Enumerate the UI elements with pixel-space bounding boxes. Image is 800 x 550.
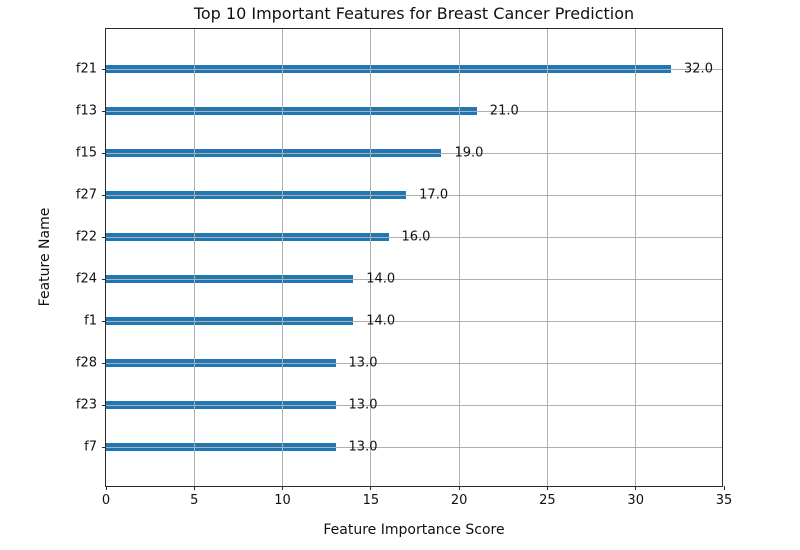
bar-value-label: 13.0 xyxy=(348,397,378,413)
gridline-horizontal xyxy=(106,405,722,406)
gridline-vertical xyxy=(458,29,460,486)
gridline-horizontal xyxy=(106,279,722,280)
y-tick-mark xyxy=(102,447,106,448)
gridline-horizontal xyxy=(106,69,722,70)
bar-value-label: 19.0 xyxy=(454,145,484,161)
x-tick-mark xyxy=(370,486,372,490)
gridline-horizontal xyxy=(106,237,722,238)
gridline-vertical xyxy=(370,29,372,486)
y-tick-label: f13 xyxy=(75,103,97,119)
bar-value-label: 21.0 xyxy=(489,103,519,119)
y-tick-label: f1 xyxy=(84,313,97,329)
gridline-horizontal xyxy=(106,111,722,112)
bar-value-label: 17.0 xyxy=(419,187,449,203)
gridline-horizontal xyxy=(106,363,722,364)
y-tick-label: f7 xyxy=(84,439,97,455)
x-tick-label: 20 xyxy=(450,493,468,508)
x-tick-mark xyxy=(458,486,460,490)
y-tick-mark xyxy=(102,363,106,364)
gridline-horizontal xyxy=(106,153,722,154)
x-tick-mark xyxy=(723,486,725,490)
gridline-horizontal xyxy=(106,321,722,322)
x-axis-label: Feature Importance Score xyxy=(323,522,505,538)
x-tick-label: 15 xyxy=(362,493,380,508)
y-tick-mark xyxy=(102,111,106,112)
x-tick-mark xyxy=(105,486,107,490)
x-tick-label: 10 xyxy=(274,493,291,508)
x-tick-label: 0 xyxy=(101,493,111,508)
y-tick-label: f28 xyxy=(75,355,97,371)
x-tick-label: 35 xyxy=(715,493,733,508)
y-tick-label: f15 xyxy=(75,145,97,161)
bar-value-label: 14.0 xyxy=(366,271,396,287)
bar-value-label: 14.0 xyxy=(366,313,396,329)
y-tick-mark xyxy=(102,69,106,70)
y-tick-mark xyxy=(102,195,106,196)
gridline-vertical xyxy=(193,29,195,486)
gridline-vertical xyxy=(635,29,637,486)
y-axis-label: Feature Name xyxy=(37,207,53,307)
y-tick-mark xyxy=(102,405,106,406)
y-tick-mark xyxy=(102,321,106,322)
bar-value-label: 13.0 xyxy=(348,355,378,371)
y-tick-label: f22 xyxy=(75,229,97,245)
x-tick-label: 30 xyxy=(627,493,644,508)
x-tick-mark xyxy=(282,486,284,490)
bar-value-label: 13.0 xyxy=(348,439,378,455)
gridline-horizontal xyxy=(106,195,722,196)
bar-value-label: 16.0 xyxy=(401,229,431,245)
x-tick-label: 25 xyxy=(539,493,556,508)
y-tick-label: f24 xyxy=(75,271,97,287)
gridline-vertical xyxy=(546,29,548,486)
gridline-horizontal xyxy=(106,447,722,448)
y-tick-mark xyxy=(102,279,106,280)
gridline-vertical xyxy=(282,29,284,486)
x-tick-mark xyxy=(546,486,548,490)
y-tick-label: f23 xyxy=(75,397,97,413)
y-tick-label: f21 xyxy=(75,61,97,77)
x-tick-label: 5 xyxy=(190,493,199,508)
plot-area: 32.0 f21 21.0 f13 19.0 f15 17.0 f27 16.0 f22 14.0 f… xyxy=(76,28,732,508)
x-tick-mark xyxy=(635,486,637,490)
y-tick-mark xyxy=(102,237,106,238)
y-tick-mark xyxy=(102,153,106,154)
bar-value-label: 32.0 xyxy=(684,61,713,77)
x-tick-mark xyxy=(193,486,195,490)
y-tick-label: f27 xyxy=(75,187,97,203)
chart-title: Top 10 Important Features for Breast Can… xyxy=(193,4,635,23)
